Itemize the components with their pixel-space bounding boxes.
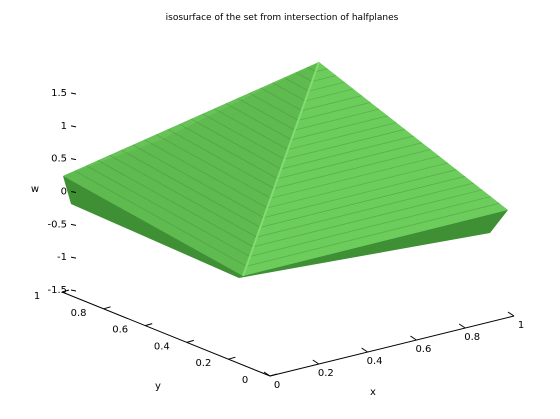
z-tick [70,92,77,95]
x-tick-label: 0.2 [318,368,334,379]
y-tick [145,323,153,327]
y-axis: 0 0.2 0.4 0.6 0.8 1 [34,289,278,386]
x-tick [410,335,417,341]
z-tick [70,289,77,292]
z-tick-label: -0.5 [47,219,67,230]
x-tick [507,311,515,317]
x-tick [312,359,320,365]
z-tick [70,256,77,259]
y-axis-label: y [155,381,161,392]
x-tick-label: 0.8 [464,332,480,343]
x-tick-label: 0.6 [415,344,431,355]
surface-back-face [63,62,319,176]
z-tick-label: -1.5 [47,285,67,296]
x-tick [263,371,271,377]
x-tick-label: 0.4 [367,356,383,367]
z-tick [70,191,77,193]
y-tick-label: 0.6 [112,325,128,336]
z-tick [70,158,77,161]
x-axis-line [269,315,515,377]
z-tick-label: 1 [61,121,67,132]
surface-ridge [242,61,320,277]
z-tick-label: 0.5 [51,154,67,165]
surface-right-face [243,62,508,276]
y-tick-label: 0 [242,375,248,386]
y-tick-label: 1 [34,291,40,302]
y-tick-label: 0.8 [71,308,87,319]
z-tick-label: -1 [57,252,67,263]
surface [63,61,508,278]
x-tick [458,323,466,329]
y-tick [186,339,194,343]
z-axis-label: w [31,184,39,195]
y-tick-label: 0.2 [195,358,211,369]
y-axis-line [61,291,271,377]
y-tick-label: 0.4 [154,341,170,352]
x-tick-label: 0 [274,380,280,391]
z-tick [70,223,77,226]
y-tick [103,306,111,310]
x-axis-label: x [370,387,376,398]
y-tick [228,356,236,360]
x-tick-label: 1 [518,320,524,331]
z-axis: -1.5 -1 -0.5 0 0.5 1 1.5 [47,88,77,296]
y-tick [61,289,70,293]
surface-left-face [63,62,319,276]
z-tick-label: 1.5 [51,88,67,99]
chart-title: isosurface of the set from intersection … [166,13,399,23]
z-tick-label: 0 [61,187,67,198]
x-tick [361,347,368,353]
z-tick [70,125,77,128]
x-axis: 0 0.2 0.4 0.6 0.8 1 [263,311,524,391]
